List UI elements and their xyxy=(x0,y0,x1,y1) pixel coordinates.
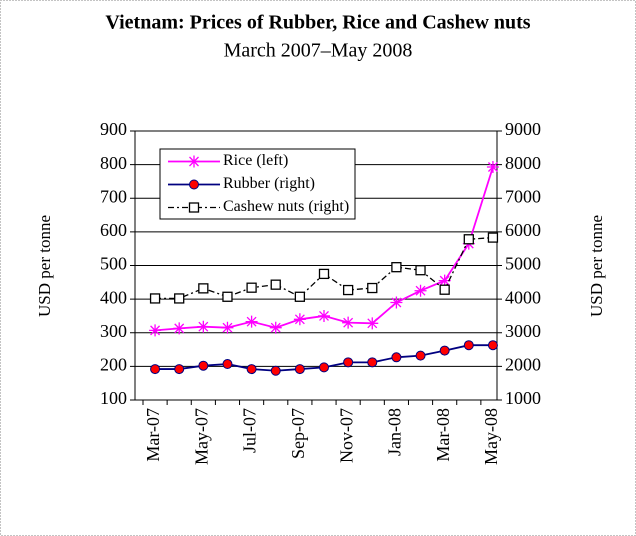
y-tick-label: 100 xyxy=(100,388,127,408)
marker xyxy=(222,359,233,370)
x-tick-label: Jul-07 xyxy=(240,408,260,453)
y2-axis-label: USD per tonne xyxy=(587,215,606,317)
marker xyxy=(270,365,281,376)
x-tick-label: May-07 xyxy=(191,408,211,465)
y2-tick-label: 2000 xyxy=(505,355,541,375)
marker xyxy=(414,284,427,297)
marker xyxy=(367,282,378,294)
y2-tick-label: 6000 xyxy=(505,220,541,240)
y-tick-label: 500 xyxy=(100,254,127,274)
chart-title: Vietnam: Prices of Rubber, Rice and Cash… xyxy=(105,12,530,34)
y-tick-label: 800 xyxy=(100,153,127,173)
marker xyxy=(294,364,305,375)
y2-tick-label: 7000 xyxy=(505,186,541,206)
marker xyxy=(487,232,499,243)
marker xyxy=(221,321,234,334)
marker xyxy=(198,283,209,294)
marker xyxy=(390,296,403,309)
marker xyxy=(149,324,162,337)
marker xyxy=(391,352,402,363)
y2-tick-label: 9000 xyxy=(505,119,541,139)
y2-tick-label: 1000 xyxy=(505,388,541,408)
marker xyxy=(342,284,354,296)
y-tick-label: 300 xyxy=(100,321,127,341)
marker xyxy=(391,262,402,273)
marker xyxy=(463,340,474,351)
marker xyxy=(294,291,306,302)
marker xyxy=(270,279,281,290)
x-tick-label: Sep-07 xyxy=(288,408,308,459)
legend-marker xyxy=(188,202,200,213)
marker xyxy=(439,284,450,295)
marker xyxy=(197,320,210,333)
marker xyxy=(463,234,474,245)
x-tick-label: Mar-07 xyxy=(143,408,163,462)
y-tick-label: 600 xyxy=(100,220,127,240)
marker xyxy=(486,160,499,173)
marker xyxy=(438,274,451,287)
y2-tick-label: 5000 xyxy=(505,254,541,274)
y-tick-label: 700 xyxy=(100,186,127,206)
marker xyxy=(198,360,209,371)
marker xyxy=(415,265,426,276)
legend-label: Cashew nuts (right) xyxy=(223,198,349,215)
y-tick-label: 900 xyxy=(100,119,127,139)
x-tick-label: May-08 xyxy=(481,408,501,465)
marker xyxy=(269,321,282,334)
marker xyxy=(293,313,306,326)
marker xyxy=(174,293,185,304)
marker xyxy=(367,357,378,368)
marker xyxy=(149,293,161,304)
legend-label: Rice (left) xyxy=(223,152,288,169)
marker xyxy=(246,364,257,375)
marker xyxy=(439,345,450,356)
marker xyxy=(318,268,330,280)
legend-marker xyxy=(189,179,199,190)
marker xyxy=(174,364,185,375)
marker xyxy=(246,282,257,293)
x-tick-label: Nov-07 xyxy=(336,408,356,463)
y2-tick-label: 8000 xyxy=(505,153,541,173)
chart-subtitle: March 2007–May 2008 xyxy=(224,40,413,62)
marker xyxy=(415,350,426,361)
legend-label: Rubber (right) xyxy=(223,175,315,192)
x-tick-label: Jan-08 xyxy=(385,408,405,456)
y-tick-label: 400 xyxy=(100,287,127,307)
marker xyxy=(319,362,329,373)
marker xyxy=(150,364,161,375)
y2-tick-label: 4000 xyxy=(505,287,541,307)
marker xyxy=(173,322,186,335)
marker xyxy=(366,317,379,330)
y2-tick-label: 3000 xyxy=(505,321,541,341)
legend-marker xyxy=(188,155,200,168)
marker xyxy=(245,315,258,328)
marker xyxy=(222,291,233,302)
marker xyxy=(342,316,355,329)
y-axis-label: USD per tonne xyxy=(35,215,54,317)
x-tick-label: Mar-08 xyxy=(433,408,453,462)
marker xyxy=(343,357,354,368)
marker xyxy=(318,309,330,322)
marker xyxy=(487,340,498,351)
y-tick-label: 200 xyxy=(100,355,127,375)
